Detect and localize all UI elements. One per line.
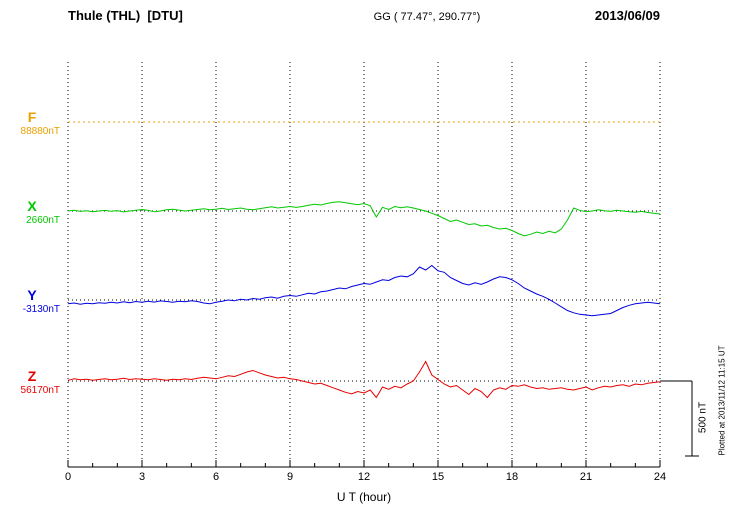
scale-bar-label: 500 nT [697,401,709,434]
series-baseline-y: -3130nT [22,304,60,315]
trace-y [67,264,661,317]
series-baseline-x: 2660nT [26,215,60,226]
geographic-coords: GG ( 77.47°, 290.77°) [373,11,481,23]
station-title: Thule (THL) [DTU] [68,8,183,23]
x-tick-0: 0 [64,471,72,483]
series-baseline-f: 88880nT [20,126,60,137]
series-label-f: F [27,109,37,125]
x-tick-9: 9 [286,471,294,483]
series-label-y: Y [27,287,37,303]
series-label-x: X [27,198,37,214]
series-baseline-z: 56170nT [20,385,60,396]
x-tick-15: 15 [431,471,445,483]
trace-x [67,201,661,237]
x-tick-18: 18 [505,471,519,483]
x-tick-24: 24 [653,471,667,483]
x-tick-3: 3 [138,471,146,483]
x-tick-6: 6 [212,471,220,483]
x-tick-21: 21 [579,471,593,483]
plot-date: 2013/06/09 [594,8,660,23]
plotted-at-note: Plotted at 2013/11/12 11:15 UT [717,345,727,456]
x-axis-label: U T (hour) [336,490,392,504]
x-tick-12: 12 [357,471,371,483]
series-label-z: Z [27,368,37,384]
trace-z [67,360,661,399]
